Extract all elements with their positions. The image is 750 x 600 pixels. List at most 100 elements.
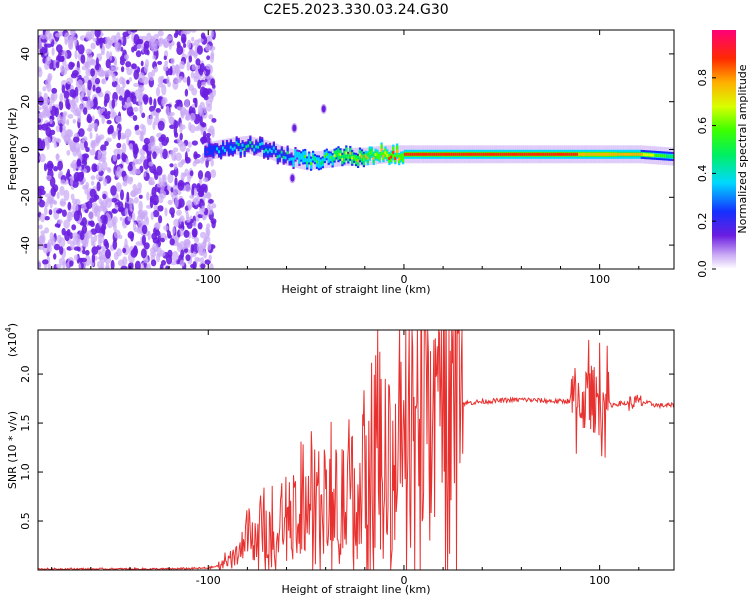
ridge-core [284, 156, 287, 160]
noise-speckle [61, 228, 66, 236]
ridge-core [615, 152, 618, 156]
noise-speckle [166, 254, 173, 265]
noise-speckle [116, 153, 121, 160]
noise-speckle [152, 243, 159, 252]
ridge-core [325, 153, 328, 156]
ridge-core [415, 152, 418, 156]
ridge-core [458, 152, 461, 156]
ridge-core [472, 152, 475, 156]
ridge-core [272, 146, 275, 150]
ridge-core [280, 150, 283, 154]
noise-speckle [205, 44, 211, 52]
ridge-core [644, 153, 647, 157]
noise-speckle [82, 184, 86, 190]
noise-speckle [126, 135, 130, 146]
noise-speckle [95, 173, 101, 181]
ridge-core [492, 152, 495, 156]
noise-speckle [136, 215, 144, 224]
noise-speckle [88, 220, 92, 226]
ridge-core [360, 155, 364, 159]
noise-speckle [112, 154, 117, 162]
noise-speckle [112, 72, 116, 83]
noise-speckle [105, 59, 111, 69]
noise-speckle [62, 111, 68, 117]
noise-speckle [147, 142, 153, 152]
ridge-core [355, 158, 358, 162]
noise-speckle [190, 71, 195, 79]
noise-speckle [66, 229, 71, 236]
noise-speckle [179, 142, 187, 152]
noise-speckle [85, 249, 90, 256]
ridge-core [296, 153, 299, 157]
noise-speckle [157, 120, 165, 131]
noise-speckle [105, 36, 111, 41]
ridge-core [576, 152, 579, 156]
noise-speckle [210, 159, 214, 167]
noise-speckle [113, 148, 121, 155]
ridge-core [672, 155, 674, 158]
ridge-core [609, 152, 612, 156]
noise-speckle [179, 60, 185, 70]
noise-speckle [67, 114, 74, 119]
ridge-core [625, 152, 628, 156]
noise-speckle [124, 207, 129, 218]
ridge-core [462, 152, 465, 156]
ridge-core [519, 152, 522, 156]
ridge-core [337, 152, 340, 156]
noise-speckle [193, 187, 198, 197]
noise-speckle [132, 221, 137, 230]
noise-speckle [115, 83, 121, 94]
noise-speckle [136, 38, 144, 45]
ridge-core [564, 152, 567, 156]
ridge-core [474, 152, 477, 156]
noise-speckle [174, 177, 178, 186]
noise-speckle [61, 55, 65, 62]
noise-speckle [120, 189, 124, 201]
noise-speckle [161, 84, 167, 96]
ridge-core [617, 152, 620, 156]
noise-speckle [63, 90, 70, 99]
ridge-core [507, 152, 510, 156]
noise-speckle [186, 39, 192, 49]
ridge-core [648, 153, 651, 157]
ridge-core [456, 152, 459, 156]
noise-speckle [173, 163, 178, 170]
noise-speckle [159, 250, 166, 257]
noise-speckle [170, 57, 175, 65]
ridge-core [321, 160, 324, 164]
noise-speckle [199, 231, 207, 239]
noise-speckle [132, 115, 138, 121]
noise-speckle [193, 39, 200, 46]
ridge-core [535, 152, 538, 156]
noise-speckle [139, 134, 144, 142]
noise-speckle [147, 263, 152, 269]
noise-speckle [84, 255, 91, 267]
ridge-core [345, 151, 348, 155]
noise-speckle [104, 256, 112, 264]
ridge-core [488, 152, 491, 156]
ridge-core [241, 143, 244, 147]
noise-speckle [157, 205, 164, 212]
noise-speckle [69, 260, 74, 267]
noise-speckle [110, 185, 117, 196]
ridge-core [578, 152, 581, 156]
ridge-core [288, 158, 291, 162]
ridge-core [439, 152, 442, 156]
noise-speckle [74, 86, 79, 98]
noise-speckle [121, 97, 126, 107]
ridge-core [386, 153, 389, 157]
ridge-core [466, 152, 469, 156]
ridge-core [421, 152, 424, 156]
noise-speckle [122, 181, 128, 187]
noise-speckle [63, 219, 70, 229]
noise-speckle [80, 171, 85, 180]
noise-speckle [152, 169, 157, 175]
noise-speckle [38, 106, 42, 111]
noise-speckle [143, 63, 149, 73]
noise-speckle [121, 77, 126, 85]
ridge-core [403, 152, 407, 156]
ridge-core [400, 155, 403, 159]
signal-ridge [204, 135, 674, 171]
ridge-core [595, 152, 598, 156]
ridge-core [390, 155, 393, 159]
